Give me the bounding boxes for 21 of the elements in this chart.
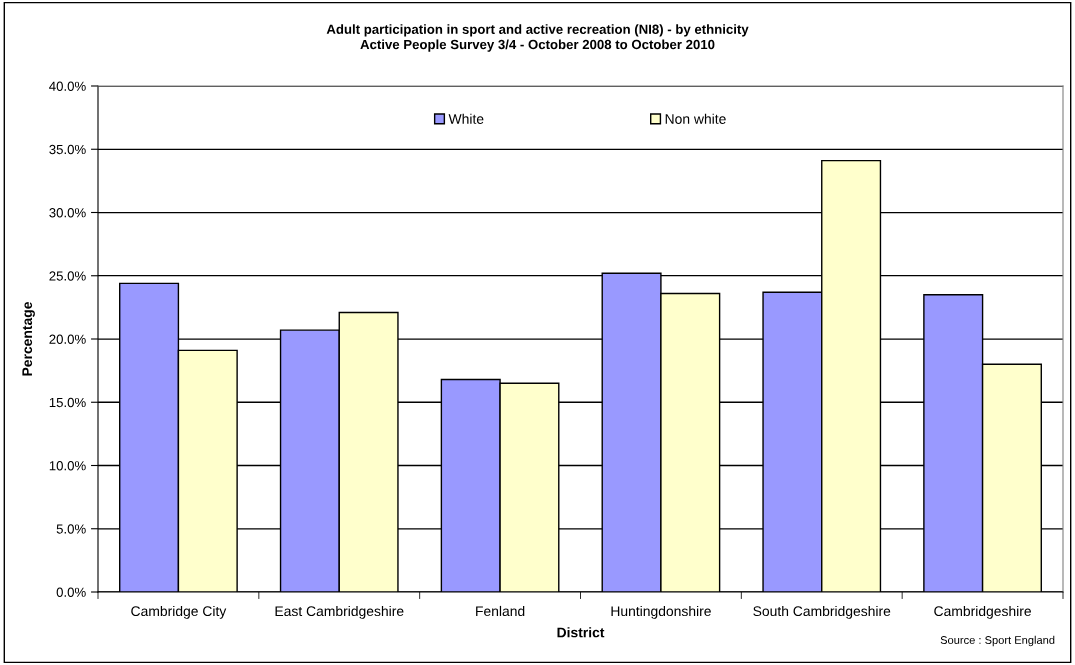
y-tick-label: 35.0% [49, 144, 86, 155]
source-note: Source : Sport England [940, 635, 1055, 647]
y-tick-label: 20.0% [49, 334, 86, 344]
x-tick-label: East Cambridgeshire [275, 605, 404, 619]
x-tick-label: Cambridgeshire [934, 605, 1031, 619]
x-axis-title: District [557, 627, 605, 638]
legend-label: White [448, 113, 484, 124]
legend-label: Non white [665, 113, 726, 124]
y-tick-label: 5.0% [56, 524, 86, 534]
x-tick-label: Cambridge City [131, 605, 227, 619]
y-tick-label: 40.0% [49, 81, 86, 91]
x-tick-label: South Cambridgeshire [753, 605, 891, 619]
x-tick-label: Huntingdonshire [611, 605, 711, 619]
y-tick-label: 0.0% [56, 587, 86, 597]
y-tick-label: 10.0% [49, 461, 86, 471]
y-tick-label: 25.0% [49, 271, 86, 281]
y-axis-title: Percentage [22, 302, 35, 376]
chart-title: Adult participation in sport and active recreation (NI8) - by ethnicity Active People Survey 3/4 - October 2008 to October 2010 [326, 24, 749, 52]
y-tick-label: 30.0% [49, 208, 86, 218]
x-tick-label: Fenland [476, 605, 525, 617]
y-tick-label: 15.0% [49, 397, 86, 408]
